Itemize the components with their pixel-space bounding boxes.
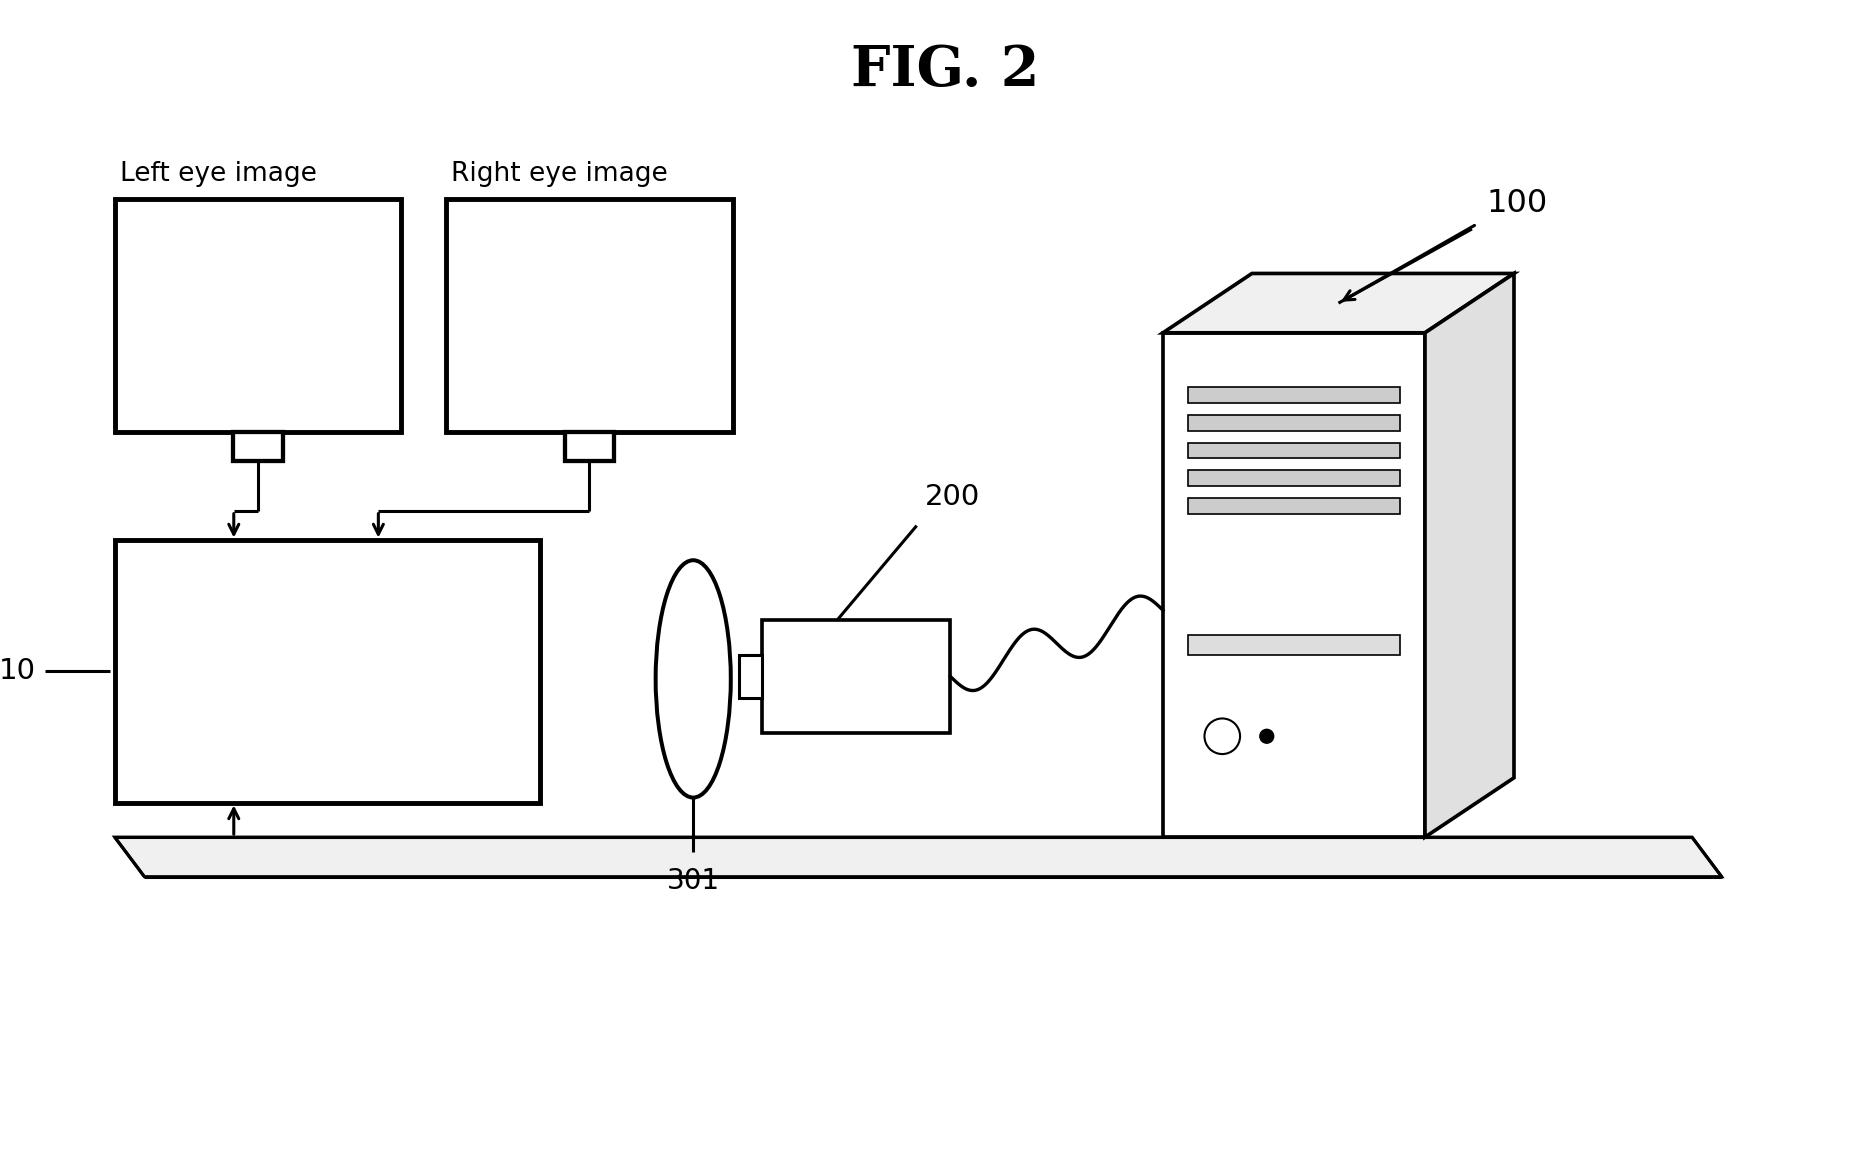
Text: 100: 100 [1488,188,1548,219]
Text: 200: 200 [925,483,979,511]
Bar [738,655,763,698]
Bar [447,199,733,431]
Bar [1187,470,1400,486]
Text: 10: 10 [0,657,36,685]
Circle shape [1260,729,1273,743]
Text: Left eye image: Left eye image [120,162,316,187]
Bar [564,431,615,462]
Bar [1187,498,1400,514]
Bar [1187,387,1400,404]
Polygon shape [114,837,1721,877]
Bar [1187,443,1400,458]
Text: FIG. 2: FIG. 2 [850,43,1039,98]
Ellipse shape [656,561,731,798]
Bar [763,620,949,734]
Circle shape [1204,719,1239,754]
Bar [1187,635,1400,655]
Bar [1163,333,1424,837]
Bar [114,199,402,431]
Polygon shape [1424,273,1514,837]
Text: 301: 301 [667,866,720,894]
Bar [1187,415,1400,430]
Text: Right eye image: Right eye image [450,162,667,187]
Bar [234,431,282,462]
Polygon shape [1163,273,1514,333]
Bar [114,541,540,802]
